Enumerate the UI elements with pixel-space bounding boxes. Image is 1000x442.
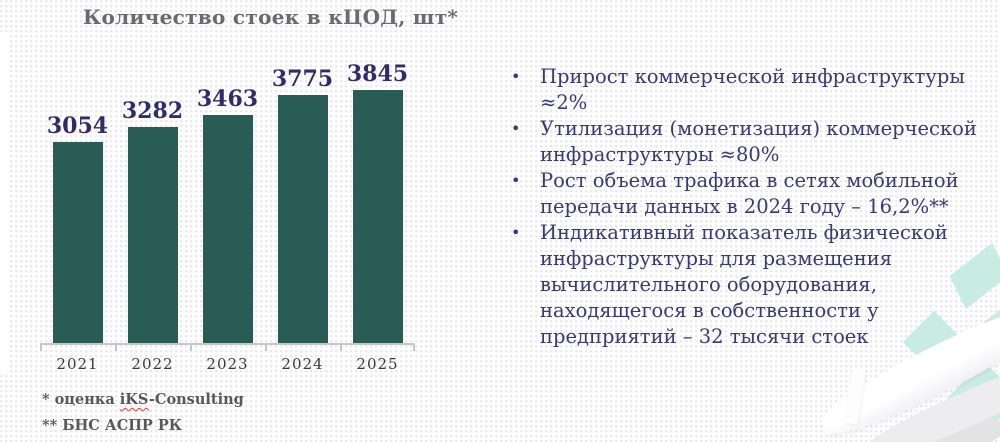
bar-2025 [352, 90, 403, 343]
x-axis-label: 2024 [281, 355, 324, 373]
bullet-text: Прирост коммерческой инфраструктуры ≈2% [540, 65, 965, 114]
bullet-item: • Индикативный показатель физической инфр… [511, 220, 989, 350]
footnote-suffix: -Consulting [148, 391, 244, 408]
axis-tick [40, 344, 42, 351]
decor-sliver [843, 369, 866, 425]
bar-2021 [52, 142, 103, 343]
bar-chart: 3054 3282 3463 3775 3845 2021 2022 2023 2024 202… [40, 62, 415, 374]
decor-ribbon [860, 352, 1000, 442]
bullet-item: • Утилизация (монетизация) коммерческой и… [511, 116, 989, 168]
x-axis-label: 2021 [56, 355, 99, 373]
bullet-marker: • [511, 67, 521, 86]
x-axis-label: 2025 [356, 355, 399, 373]
bar-2023 [202, 115, 253, 343]
bullet-text: Рост объема трафика в сетях мобильной пе… [540, 169, 959, 218]
bar-value-label: 3282 [121, 98, 184, 124]
left-edge-strip [0, 32, 9, 373]
axis-tick [413, 344, 415, 351]
x-axis-line [40, 343, 415, 345]
bar-2022 [127, 127, 178, 343]
x-axis-label: 2022 [131, 355, 174, 373]
footnote-source-2: ** БНС АСПР РК [42, 417, 182, 434]
decor-mint-shape [947, 361, 1000, 435]
footnotes: * оценка iKS-Consulting ** БНС АСПР РК [42, 391, 244, 434]
bullet-list: • Прирост коммерческой инфраструктуры ≈2%… [511, 64, 989, 350]
axis-tick [265, 344, 267, 351]
bar-value-label: 3054 [46, 113, 109, 139]
decor-gray-diamond [912, 398, 1000, 442]
x-axis-label: 2023 [206, 355, 249, 373]
axis-tick [340, 344, 342, 351]
footnote-source: * оценка iKS-Consulting [42, 391, 244, 408]
bullet-marker: • [511, 223, 521, 242]
bullet-marker: • [511, 171, 521, 190]
bullet-text: Индикативный показатель физической инфра… [540, 221, 948, 348]
bullet-marker: • [511, 119, 521, 138]
bar-value-label: 3845 [346, 61, 409, 87]
axis-tick [190, 344, 192, 351]
bullet-item: • Рост объема трафика в сетях мобильной п… [511, 168, 989, 220]
footnote-flagged-word: iKS [119, 391, 149, 408]
bullet-item: • Прирост коммерческой инфраструктуры ≈2% [511, 64, 989, 116]
bar-value-label: 3775 [271, 66, 334, 92]
bullet-text: Утилизация (монетизация) коммерческой ин… [540, 117, 977, 166]
chart-title: Количество стоек в кЦОД, шт* [83, 5, 459, 29]
bar-2024 [277, 95, 328, 343]
axis-tick [115, 344, 117, 351]
footnote-prefix: * оценка [42, 391, 120, 408]
bar-value-label: 3463 [196, 86, 259, 112]
